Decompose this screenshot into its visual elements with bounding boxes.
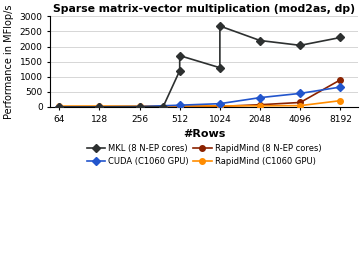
RapidMind (8 N-EP cores) [137, 105, 142, 108]
RapidMind (C1060 GPU) [97, 104, 101, 108]
CUDA (C1060 GPU) [57, 105, 61, 109]
RapidMind (C1060 GPU) [137, 104, 142, 108]
RapidMind (8 N-EP cores) [218, 105, 222, 108]
RapidMind (C1060 GPU) [258, 104, 262, 107]
Title: Sparse matrix-vector multiplication (mod2as, dp): Sparse matrix-vector multiplication (mod… [53, 4, 355, 14]
Line: RapidMind (8 N-EP cores): RapidMind (8 N-EP cores) [56, 77, 343, 110]
RapidMind (C1060 GPU) [218, 104, 222, 107]
RapidMind (8 N-EP cores) [57, 105, 61, 109]
MKL (8 N-EP cores) [298, 44, 302, 47]
Line: RapidMind (C1060 GPU): RapidMind (C1060 GPU) [56, 98, 343, 109]
CUDA (C1060 GPU) [298, 92, 302, 95]
CUDA (C1060 GPU) [137, 105, 142, 108]
CUDA (C1060 GPU) [218, 102, 222, 105]
RapidMind (C1060 GPU) [57, 104, 61, 108]
CUDA (C1060 GPU) [97, 105, 101, 108]
Line: MKL (8 N-EP cores): MKL (8 N-EP cores) [56, 23, 343, 110]
MKL (8 N-EP cores) [218, 66, 222, 69]
RapidMind (8 N-EP cores) [177, 105, 182, 108]
CUDA (C1060 GPU) [338, 85, 342, 89]
RapidMind (C1060 GPU) [338, 99, 342, 102]
MKL (8 N-EP cores) [177, 54, 182, 57]
RapidMind (8 N-EP cores) [338, 78, 342, 81]
MKL (8 N-EP cores) [177, 69, 182, 72]
RapidMind (C1060 GPU) [298, 104, 302, 107]
CUDA (C1060 GPU) [177, 104, 182, 107]
MKL (8 N-EP cores) [97, 105, 101, 109]
Y-axis label: Performance in MFlop/s: Performance in MFlop/s [4, 4, 14, 119]
RapidMind (C1060 GPU) [177, 104, 182, 108]
Line: CUDA (C1060 GPU): CUDA (C1060 GPU) [56, 84, 343, 110]
MKL (8 N-EP cores) [161, 105, 165, 109]
X-axis label: #Rows: #Rows [183, 129, 225, 139]
CUDA (C1060 GPU) [258, 96, 262, 99]
RapidMind (8 N-EP cores) [298, 101, 302, 104]
MKL (8 N-EP cores) [137, 105, 142, 109]
MKL (8 N-EP cores) [57, 105, 61, 109]
RapidMind (8 N-EP cores) [258, 103, 262, 106]
Legend: MKL (8 N-EP cores), CUDA (C1060 GPU), RapidMind (8 N-EP cores), RapidMind (C1060: MKL (8 N-EP cores), CUDA (C1060 GPU), Ra… [87, 144, 321, 166]
MKL (8 N-EP cores) [258, 39, 262, 42]
RapidMind (8 N-EP cores) [97, 105, 101, 109]
MKL (8 N-EP cores) [338, 36, 342, 39]
MKL (8 N-EP cores) [218, 24, 222, 28]
